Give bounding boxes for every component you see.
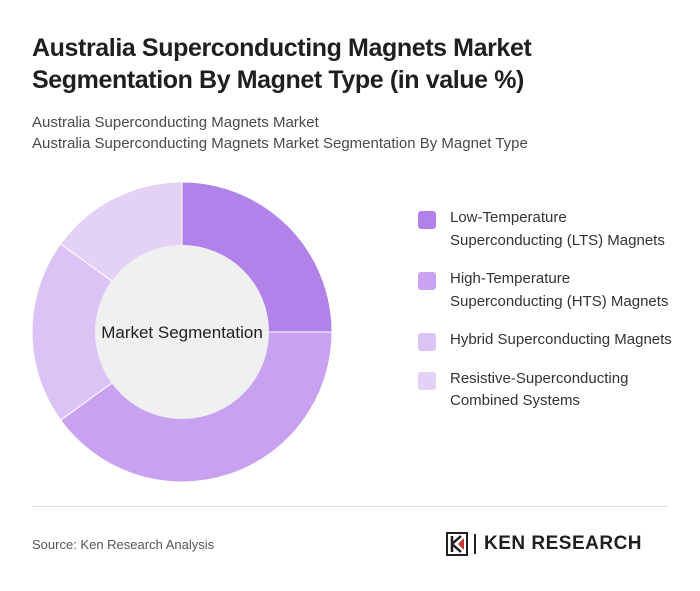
legend-item-3: Hybrid Superconducting Magnets bbox=[418, 329, 688, 352]
footer-divider bbox=[32, 506, 668, 507]
ken-research-logo: KEN RESEARCH bbox=[446, 530, 642, 558]
donut-center bbox=[95, 245, 269, 419]
legend-swatch bbox=[418, 333, 436, 351]
logo-divider bbox=[474, 534, 476, 554]
legend-swatch bbox=[418, 211, 436, 229]
source-note: Source: Ken Research Analysis bbox=[32, 537, 215, 552]
donut-chart: Market Segmentation bbox=[31, 181, 333, 483]
legend-label: Resistive-Superconducting Combined Syste… bbox=[450, 369, 629, 410]
logo-text: KEN RESEARCH bbox=[484, 533, 643, 554]
donut-center-label: Market Segmentation bbox=[101, 323, 263, 342]
chart-title: Australia Superconducting Magnets Market… bbox=[32, 34, 532, 94]
legend-swatch bbox=[418, 272, 436, 290]
legend-item-4: Resistive-Superconducting Combined Syste… bbox=[418, 368, 688, 413]
legend-label: Low-Temperature Superconducting (LTS) Ma… bbox=[450, 209, 665, 249]
ken-research-logo-icon bbox=[446, 532, 468, 556]
legend-item-2: High-Temperature Superconducting (HTS) M… bbox=[418, 268, 688, 313]
chart-subtitle-segmentation: Australia Superconducting Magnets Market… bbox=[32, 135, 528, 152]
legend-label: High-Temperature Superconducting (HTS) M… bbox=[450, 270, 669, 310]
legend-label: Hybrid Superconducting Magnets bbox=[450, 331, 672, 348]
legend-swatch bbox=[418, 371, 436, 390]
legend-item-1: Low-Temperature Superconducting (LTS) Ma… bbox=[418, 207, 688, 252]
chart-legend: Low-Temperature Superconducting (LTS) Ma… bbox=[418, 207, 688, 429]
chart-subtitle-market: Australia Superconducting Magnets Market bbox=[32, 114, 319, 131]
